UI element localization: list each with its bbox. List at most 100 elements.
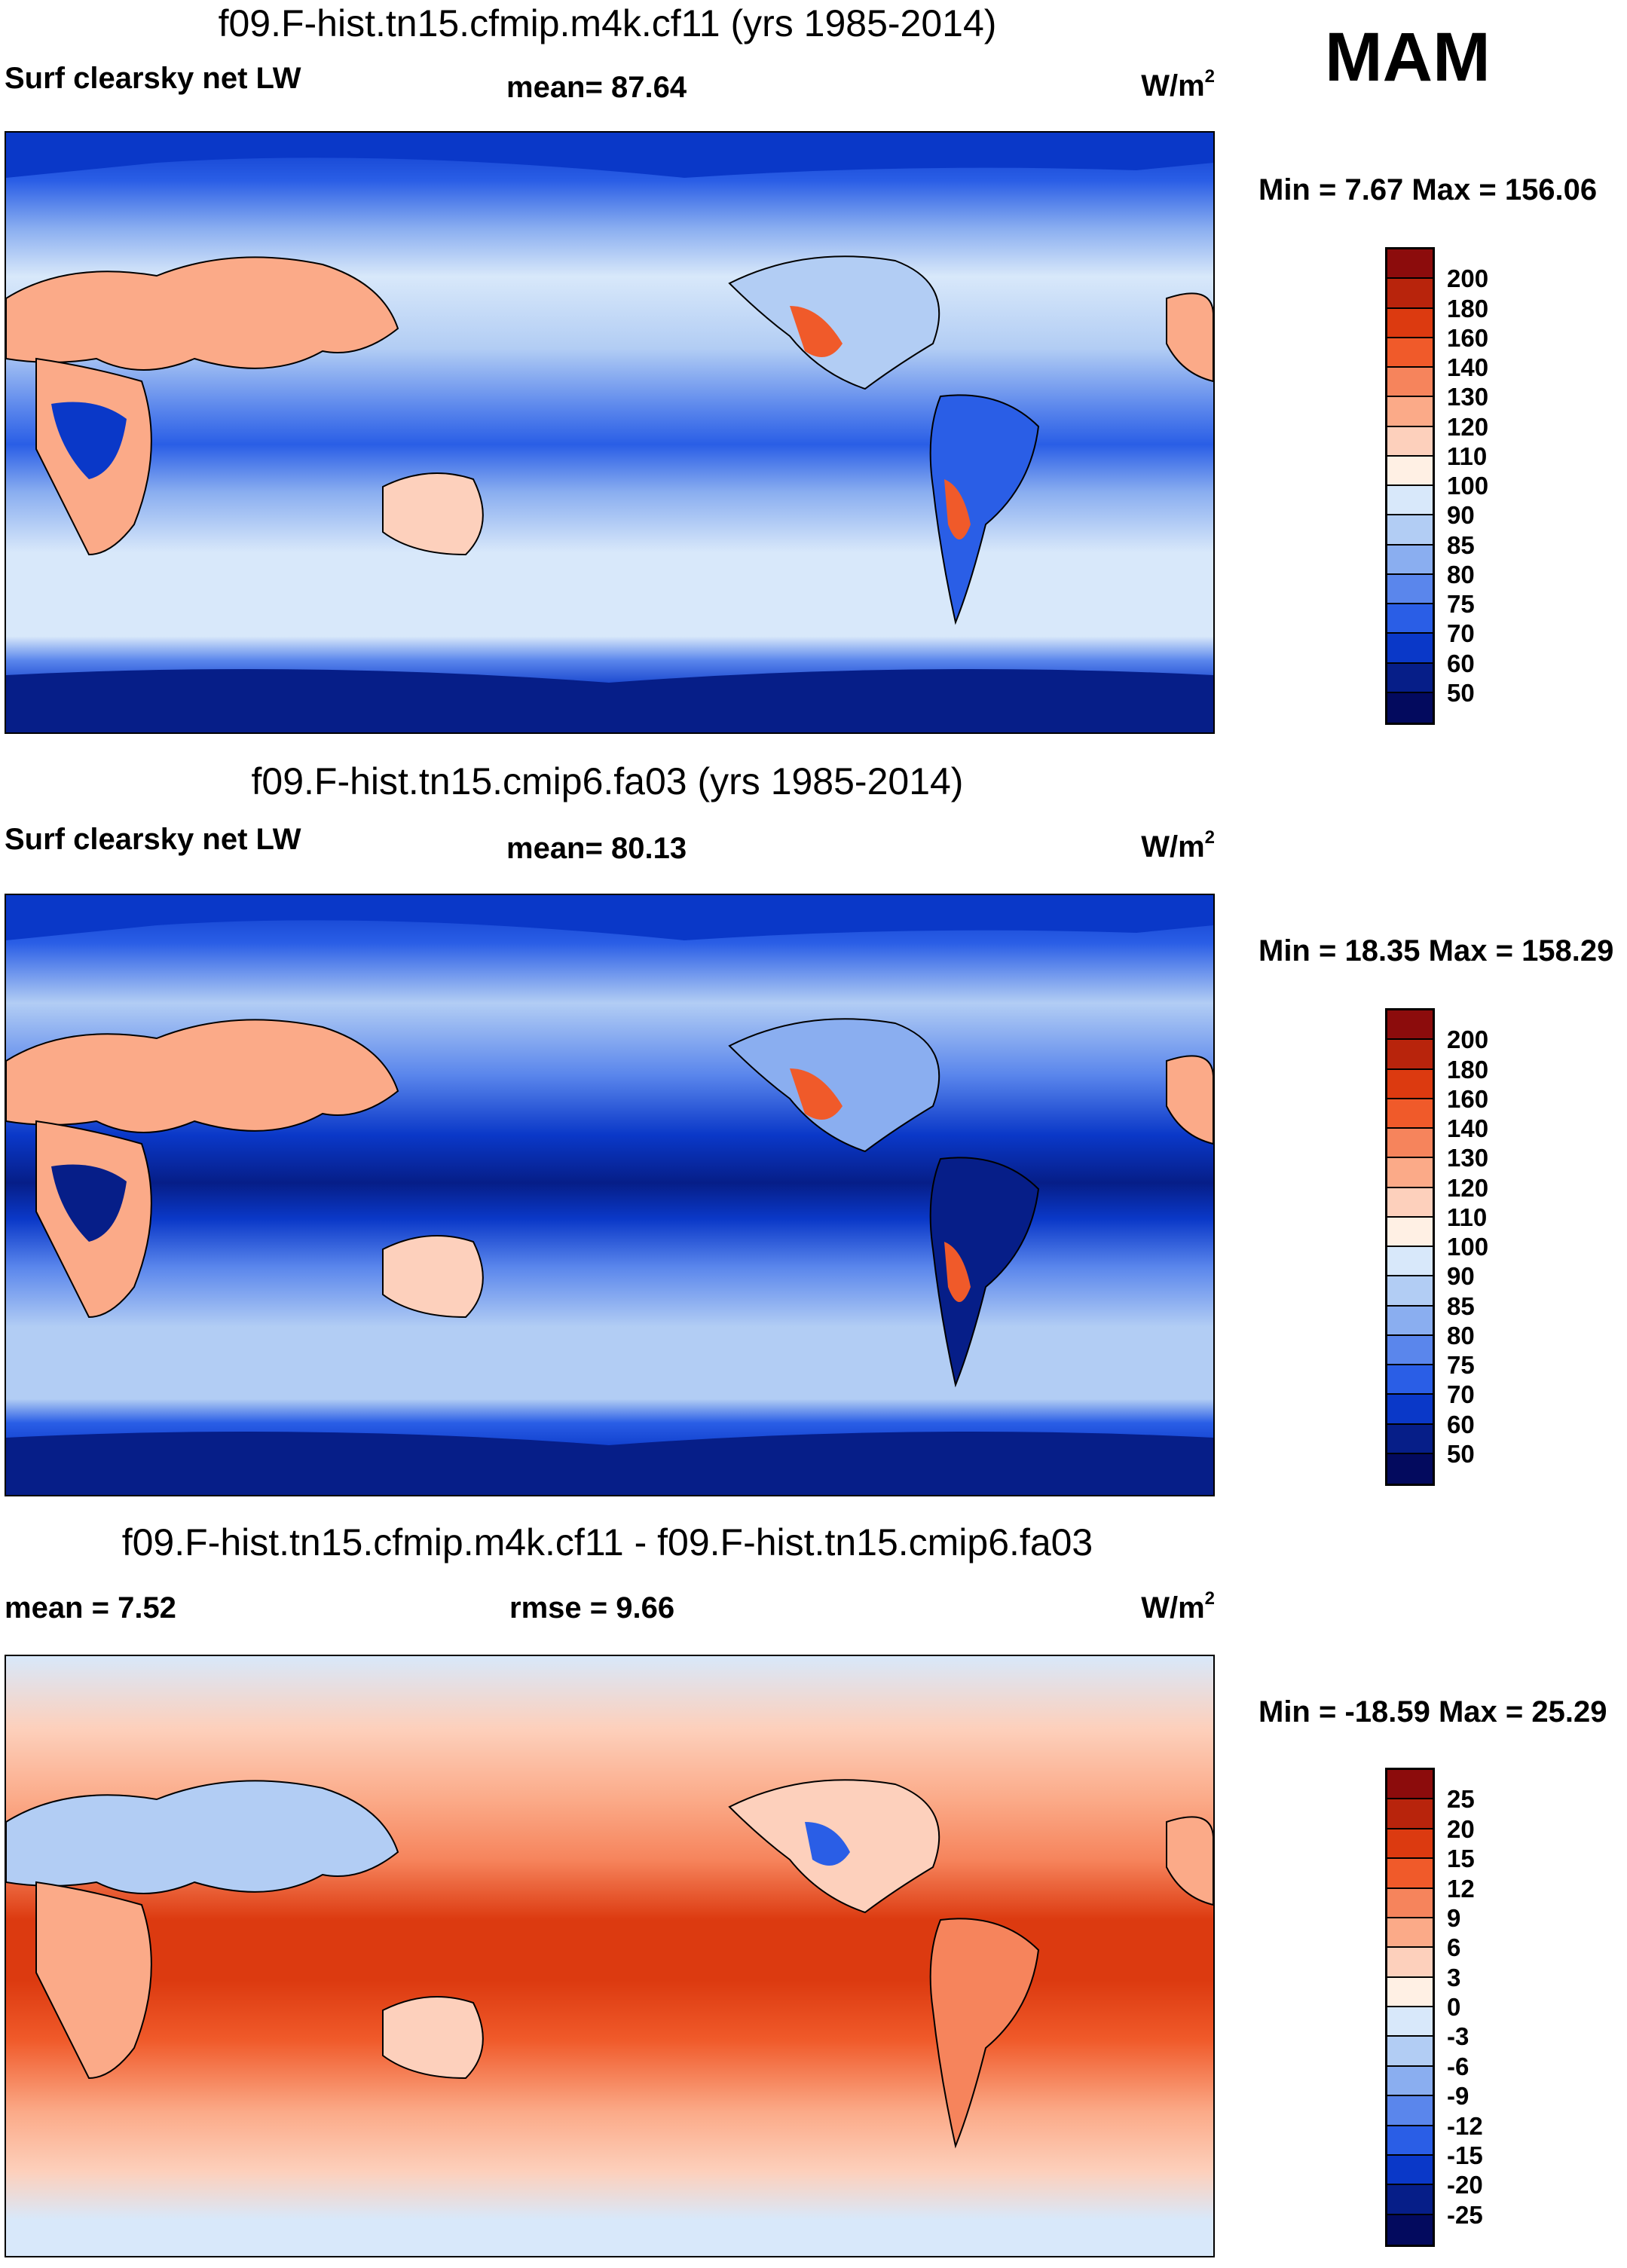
colorbar-swatch [1387, 2007, 1433, 2037]
colorbar-swatch [1387, 1276, 1433, 1307]
colorbar-tick-label: 130 [1447, 1144, 1489, 1172]
panel-1-mean: mean= 87.64 [506, 71, 687, 104]
colorbar-swatch [1387, 1247, 1433, 1277]
panel-1-map [5, 131, 1215, 734]
colorbar-swatch [1387, 249, 1433, 280]
panel-1-units: W/m2 [1141, 66, 1215, 102]
colorbar-tick-label: 120 [1447, 412, 1489, 441]
panel-1-variable: Surf clearsky net LW [5, 62, 301, 95]
colorbar-swatch [1387, 279, 1433, 309]
colorbar-tick-label: 50 [1447, 1439, 1475, 1468]
colorbar-swatch [1387, 1158, 1433, 1188]
colorbar-tick-label: 160 [1447, 1084, 1489, 1113]
season-label: MAM [1325, 19, 1491, 96]
colorbar-swatch [1387, 2126, 1433, 2156]
colorbar-swatch [1387, 338, 1433, 368]
panel-2-minmax: Min = 18.35 Max = 158.29 [1258, 934, 1614, 967]
colorbar-swatch [1387, 692, 1433, 723]
colorbar-tick-label: 50 [1447, 678, 1475, 707]
colorbar-tick-label: 180 [1447, 294, 1489, 322]
panel-3-mean: mean = 7.52 [5, 1591, 176, 1625]
colorbar-tick-label: 0 [1447, 1993, 1461, 2021]
colorbar-tick-label: 15 [1447, 1845, 1475, 1873]
colorbar-swatch [1387, 545, 1433, 575]
colorbar-swatch [1387, 574, 1433, 604]
colorbar-swatch [1387, 1977, 1433, 2007]
colorbar-swatch [1387, 1948, 1433, 1978]
colorbar-tick-label: -25 [1447, 2200, 1483, 2229]
colorbar-swatch [1387, 308, 1433, 338]
colorbar-tick-label: 80 [1447, 560, 1475, 588]
colorbar-swatch [1387, 2155, 1433, 2186]
colorbar-swatch [1387, 1859, 1433, 1889]
panel-2-map [5, 894, 1215, 1496]
colorbar-swatch [1387, 1187, 1433, 1218]
colorbar-swatch [1387, 1217, 1433, 1247]
colorbar-tick-label: -6 [1447, 2052, 1469, 2080]
panel-2-units: W/m2 [1141, 827, 1215, 863]
colorbar-swatch [1387, 456, 1433, 486]
colorbar-tick-label: -12 [1447, 2111, 1483, 2140]
colorbar-tick-label: -9 [1447, 2082, 1469, 2111]
colorbar-tick-label: 85 [1447, 530, 1475, 559]
panel-3-map [5, 1655, 1215, 2257]
colorbar-tick-label: 70 [1447, 619, 1475, 648]
panel-3-rmse: rmse = 9.66 [509, 1591, 675, 1625]
colorbar-tick-label: 85 [1447, 1291, 1475, 1320]
panel-1-minmax: Min = 7.67 Max = 156.06 [1258, 173, 1598, 206]
colorbar-tick-label: 75 [1447, 590, 1475, 618]
colorbar-tick-label: 110 [1447, 1203, 1488, 1231]
panel-1-colorbar [1385, 247, 1435, 725]
colorbar-swatch [1387, 1799, 1433, 1829]
panel-2-variable: Surf clearsky net LW [5, 823, 301, 856]
panel-1-title: f09.F-hist.tn15.cfmip.m4k.cf11 (yrs 1985… [218, 2, 997, 44]
colorbar-swatch [1387, 1365, 1433, 1395]
colorbar-tick-label: 140 [1447, 1114, 1489, 1142]
colorbar-swatch [1387, 1770, 1433, 1800]
colorbar-swatch [1387, 1888, 1433, 1918]
colorbar-tick-label: 6 [1447, 1933, 1461, 1962]
colorbar-swatch [1387, 663, 1433, 693]
colorbar-swatch [1387, 1099, 1433, 1129]
colorbar-swatch [1387, 2215, 1433, 2245]
colorbar-tick-label: 90 [1447, 501, 1475, 530]
colorbar-tick-label: -20 [1447, 2171, 1483, 2199]
colorbar-tick-label: 110 [1447, 442, 1488, 470]
colorbar-tick-label: 160 [1447, 323, 1489, 352]
colorbar-swatch [1387, 1829, 1433, 1860]
colorbar-swatch [1387, 1129, 1433, 1159]
colorbar-swatch [1387, 2185, 1433, 2215]
colorbar-tick-label: 120 [1447, 1173, 1489, 1202]
colorbar-swatch [1387, 634, 1433, 664]
colorbar-swatch [1387, 2037, 1433, 2067]
colorbar-tick-label: 80 [1447, 1321, 1475, 1349]
panel-3-units: W/m2 [1141, 1588, 1215, 1625]
colorbar-swatch [1387, 1453, 1433, 1484]
colorbar-tick-label: -3 [1447, 2022, 1469, 2051]
panel-3-title: f09.F-hist.tn15.cfmip.m4k.cf11 - f09.F-h… [121, 1521, 1093, 1563]
colorbar-tick-label: 200 [1447, 1025, 1489, 1054]
colorbar-tick-label: 100 [1447, 472, 1489, 500]
panel-2-title: f09.F-hist.tn15.cmip6.fa03 (yrs 1985-201… [251, 760, 964, 802]
panel-3-minmax: Min = -18.59 Max = 25.29 [1258, 1695, 1607, 1729]
colorbar-swatch [1387, 1395, 1433, 1425]
colorbar-swatch [1387, 2066, 1433, 2097]
colorbar-tick-label: 130 [1447, 383, 1489, 411]
colorbar-swatch [1387, 604, 1433, 634]
panel-3-colorbar [1385, 1768, 1435, 2247]
colorbar-tick-label: 12 [1447, 1874, 1475, 1903]
colorbar-swatch [1387, 1306, 1433, 1336]
colorbar-tick-label: 25 [1447, 1785, 1475, 1814]
colorbar-swatch [1387, 2096, 1433, 2126]
colorbar-tick-label: 9 [1447, 1903, 1461, 1932]
colorbar-swatch [1387, 426, 1433, 457]
colorbar-swatch [1387, 486, 1433, 516]
colorbar-swatch [1387, 368, 1433, 398]
colorbar-swatch [1387, 397, 1433, 427]
panel-2-mean: mean= 80.13 [506, 832, 687, 865]
colorbar-tick-label: 90 [1447, 1262, 1475, 1291]
colorbar-tick-label: 3 [1447, 1963, 1461, 1991]
colorbar-tick-label: 180 [1447, 1055, 1489, 1084]
colorbar-swatch [1387, 515, 1433, 546]
colorbar-swatch [1387, 1335, 1433, 1365]
